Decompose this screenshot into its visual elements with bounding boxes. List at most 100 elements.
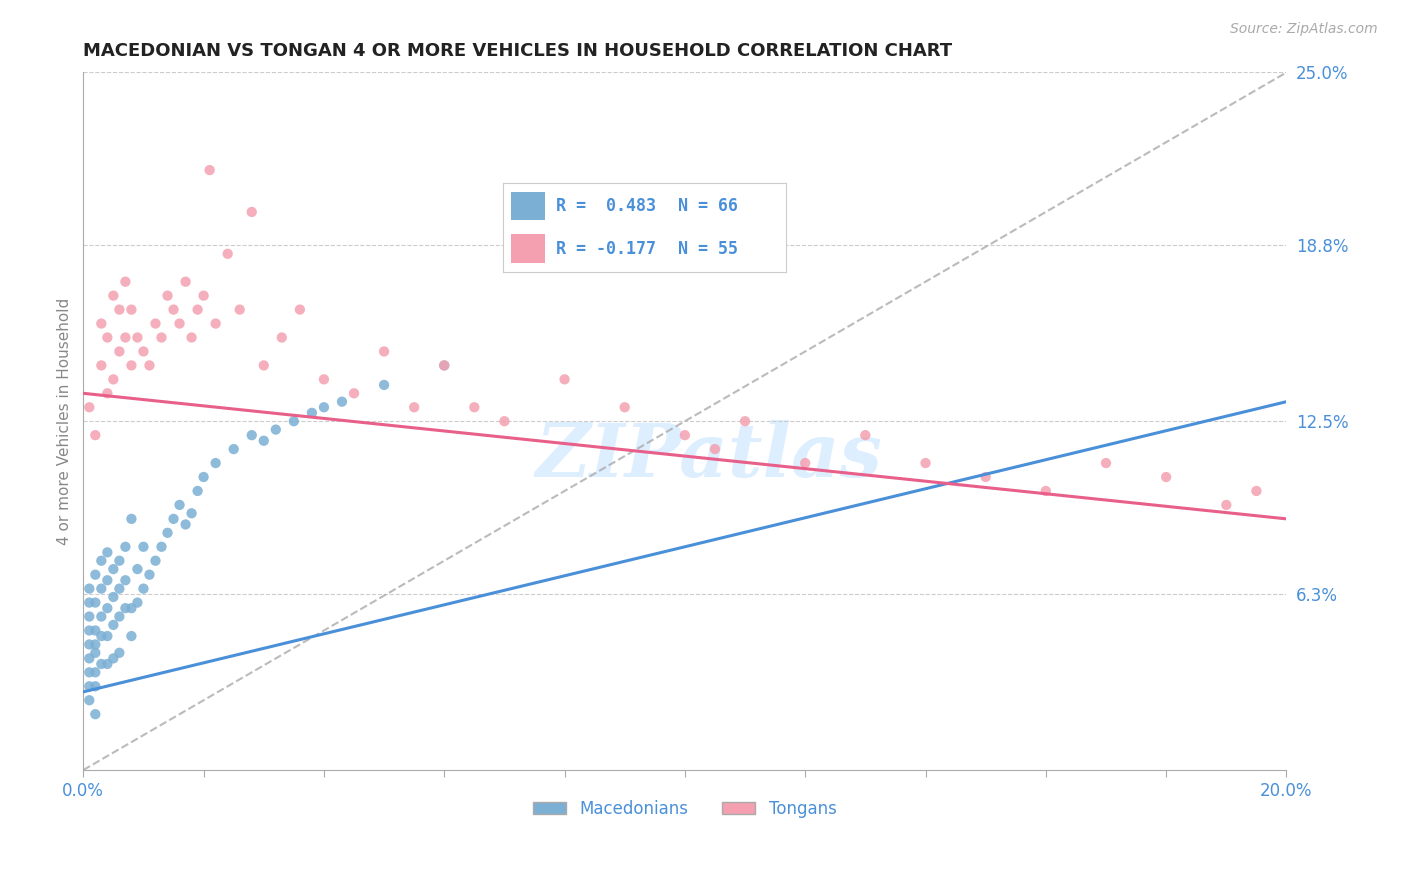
- Point: [193, 288, 215, 302]
- Point: [103, 562, 125, 576]
- Point: [120, 302, 142, 317]
- Point: [96, 386, 118, 401]
- Point: [180, 506, 202, 520]
- Point: [79, 401, 101, 415]
- Point: [108, 582, 131, 596]
- Point: [794, 456, 817, 470]
- Point: [270, 330, 292, 344]
- Point: [253, 434, 276, 448]
- Point: [180, 330, 202, 344]
- Point: [84, 665, 107, 680]
- Point: [156, 525, 179, 540]
- Point: [96, 574, 118, 588]
- Point: [96, 657, 118, 671]
- Point: [120, 512, 142, 526]
- Point: [187, 483, 209, 498]
- Point: [84, 679, 107, 693]
- Point: [283, 414, 305, 428]
- Point: [132, 540, 155, 554]
- Point: [90, 582, 112, 596]
- Point: [114, 330, 136, 344]
- Point: [103, 372, 125, 386]
- Point: [704, 442, 727, 456]
- Point: [103, 288, 125, 302]
- Text: Source: ZipAtlas.com: Source: ZipAtlas.com: [1230, 22, 1378, 37]
- Point: [150, 540, 173, 554]
- Point: [193, 470, 215, 484]
- Point: [1095, 456, 1118, 470]
- Point: [288, 302, 311, 317]
- Legend: Macedonians, Tongans: Macedonians, Tongans: [526, 793, 844, 824]
- Point: [114, 275, 136, 289]
- Point: [1246, 483, 1268, 498]
- Point: [554, 372, 576, 386]
- Point: [150, 330, 173, 344]
- Point: [79, 665, 101, 680]
- Point: [174, 275, 197, 289]
- Point: [84, 707, 107, 722]
- Point: [404, 401, 426, 415]
- Point: [120, 601, 142, 615]
- Point: [79, 693, 101, 707]
- Point: [108, 646, 131, 660]
- Point: [90, 554, 112, 568]
- Point: [79, 651, 101, 665]
- Point: [1035, 483, 1057, 498]
- Point: [138, 567, 160, 582]
- Bar: [512, 235, 546, 263]
- Point: [187, 302, 209, 317]
- Point: [103, 618, 125, 632]
- Point: [330, 394, 353, 409]
- Point: [914, 456, 936, 470]
- Point: [169, 317, 191, 331]
- Point: [114, 601, 136, 615]
- Point: [127, 562, 149, 576]
- Point: [114, 574, 136, 588]
- Point: [108, 609, 131, 624]
- Point: [79, 679, 101, 693]
- Point: [853, 428, 876, 442]
- Point: [240, 205, 263, 219]
- Point: [174, 517, 197, 532]
- Point: [433, 359, 456, 373]
- Point: [96, 601, 118, 615]
- Text: N = 66: N = 66: [678, 197, 738, 215]
- Point: [204, 456, 226, 470]
- Point: [103, 590, 125, 604]
- Bar: [512, 192, 546, 220]
- Point: [162, 512, 184, 526]
- Point: [312, 372, 335, 386]
- Point: [84, 637, 107, 651]
- Point: [108, 302, 131, 317]
- Point: [90, 609, 112, 624]
- Point: [673, 428, 696, 442]
- Point: [108, 554, 131, 568]
- Point: [127, 596, 149, 610]
- Point: [312, 401, 335, 415]
- Point: [264, 423, 287, 437]
- Point: [120, 359, 142, 373]
- Point: [138, 359, 160, 373]
- Point: [343, 386, 366, 401]
- Point: [433, 359, 456, 373]
- Point: [103, 651, 125, 665]
- Point: [1154, 470, 1177, 484]
- Point: [373, 378, 395, 392]
- Point: [84, 624, 107, 638]
- Point: [373, 344, 395, 359]
- Point: [96, 330, 118, 344]
- Point: [84, 596, 107, 610]
- Point: [228, 302, 250, 317]
- Text: ZIPatlas: ZIPatlas: [536, 420, 883, 492]
- Point: [162, 302, 184, 317]
- Point: [463, 401, 485, 415]
- Point: [145, 554, 167, 568]
- Point: [613, 401, 636, 415]
- Point: [974, 470, 997, 484]
- Point: [145, 317, 167, 331]
- Text: N = 55: N = 55: [678, 240, 738, 258]
- Point: [222, 442, 245, 456]
- Point: [169, 498, 191, 512]
- Y-axis label: 4 or more Vehicles in Household: 4 or more Vehicles in Household: [58, 298, 72, 545]
- Point: [120, 629, 142, 643]
